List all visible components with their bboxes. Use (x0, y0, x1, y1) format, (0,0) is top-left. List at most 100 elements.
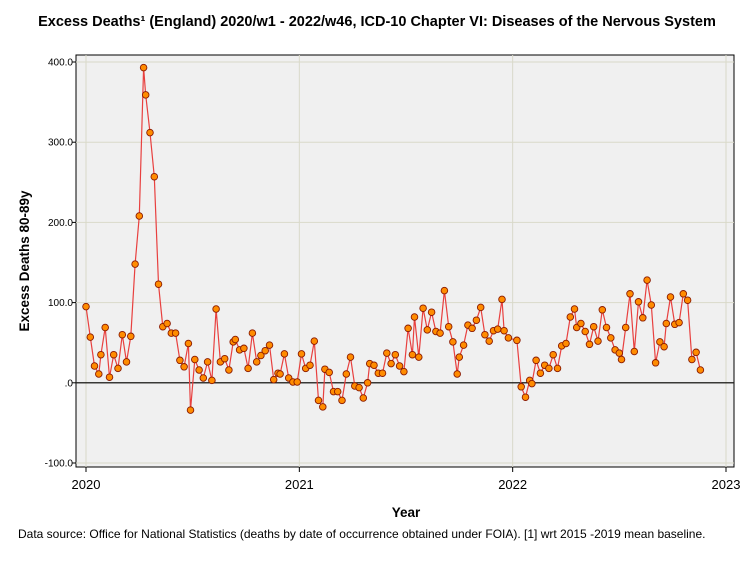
data-point (370, 361, 378, 369)
data-point (449, 338, 457, 346)
plot-background (75, 54, 735, 468)
data-point (504, 334, 513, 342)
data-point (95, 370, 103, 378)
data-point (276, 370, 284, 378)
data-point (696, 366, 705, 374)
data-point (513, 336, 521, 345)
data-point (581, 327, 589, 336)
data-point (419, 304, 427, 312)
data-point (355, 383, 363, 392)
data-point (459, 341, 468, 349)
data-point (498, 295, 506, 304)
data-point (252, 358, 261, 366)
data-point (97, 350, 105, 359)
data-point (319, 403, 327, 411)
data-point (146, 128, 154, 137)
data-point (598, 306, 607, 314)
data-point (651, 359, 660, 367)
data-point (643, 276, 651, 284)
data-point (521, 393, 530, 401)
x-tick-label: 2021 (285, 477, 314, 492)
data-point (436, 329, 444, 337)
y-tick-label: 300.0 (48, 138, 73, 149)
data-point (261, 346, 269, 355)
x-tick-label: 2023 (712, 477, 741, 492)
x-tick-label: 2022 (498, 477, 527, 492)
data-point (532, 356, 540, 365)
data-point (314, 396, 323, 405)
data-point (607, 334, 615, 342)
data-point (444, 322, 453, 331)
data-point (545, 364, 553, 373)
data-point (400, 367, 408, 376)
data-point (679, 290, 688, 298)
axis-layer: 2020 2021 2022 2023 400.0 300.0 200.0 100.0 .0 -1… (45, 58, 741, 493)
data-point (127, 332, 135, 341)
data-point (383, 349, 391, 357)
data-point (195, 366, 203, 374)
data-point (184, 339, 193, 348)
y-tick-label: .0 (65, 378, 74, 389)
data-point (212, 305, 220, 313)
data-point (440, 286, 449, 295)
data-point (90, 362, 99, 370)
data-point (265, 341, 274, 349)
data-point (180, 363, 188, 371)
data-point (660, 342, 668, 351)
data-point (630, 347, 639, 356)
data-point (310, 337, 319, 345)
y-axis-label: Excess Deaths 80-89y (17, 190, 32, 332)
data-point (455, 353, 464, 361)
data-point (363, 379, 372, 387)
data-point (408, 350, 417, 359)
data-point (423, 326, 432, 334)
data-point (325, 368, 333, 377)
data-point (220, 354, 229, 363)
data-point (528, 379, 536, 388)
data-point (589, 322, 598, 331)
data-point (410, 313, 419, 321)
data-point (666, 293, 675, 301)
y-tick-label: 100.0 (48, 298, 73, 309)
data-point (570, 305, 579, 313)
data-point (404, 324, 412, 333)
data-point (82, 302, 90, 311)
y-tick-label: 200.0 (48, 218, 73, 229)
data-point (154, 280, 163, 288)
data-point (306, 361, 314, 369)
data-point (225, 366, 233, 374)
data-point (240, 344, 248, 353)
data-point (359, 394, 368, 402)
data-point (675, 318, 683, 327)
data-point (553, 364, 562, 373)
data-point (683, 296, 692, 304)
data-point (248, 329, 257, 337)
series-point-layer (82, 63, 705, 414)
data-point (615, 349, 624, 357)
data-point (338, 396, 346, 405)
data-point (395, 362, 404, 370)
data-point (171, 329, 180, 337)
chart-title: Excess Deaths¹ (England) 2020/w1 - 2022/… (38, 14, 716, 30)
data-point (141, 91, 150, 99)
data-point (602, 323, 611, 332)
data-point (257, 351, 265, 360)
data-point (626, 290, 634, 298)
data-point (150, 172, 159, 181)
data-point (139, 63, 148, 72)
data-point (481, 330, 489, 339)
data-point (114, 364, 122, 373)
data-point (517, 383, 525, 391)
data-point (186, 406, 195, 414)
data-point (122, 358, 131, 366)
data-point (427, 308, 436, 316)
data-point (244, 364, 252, 373)
data-point (476, 303, 485, 312)
data-point (566, 313, 575, 321)
data-point (176, 356, 184, 365)
data-point (493, 325, 502, 333)
data-point (297, 350, 306, 358)
data-point (131, 260, 139, 268)
data-point (280, 350, 289, 358)
data-point (269, 375, 278, 384)
